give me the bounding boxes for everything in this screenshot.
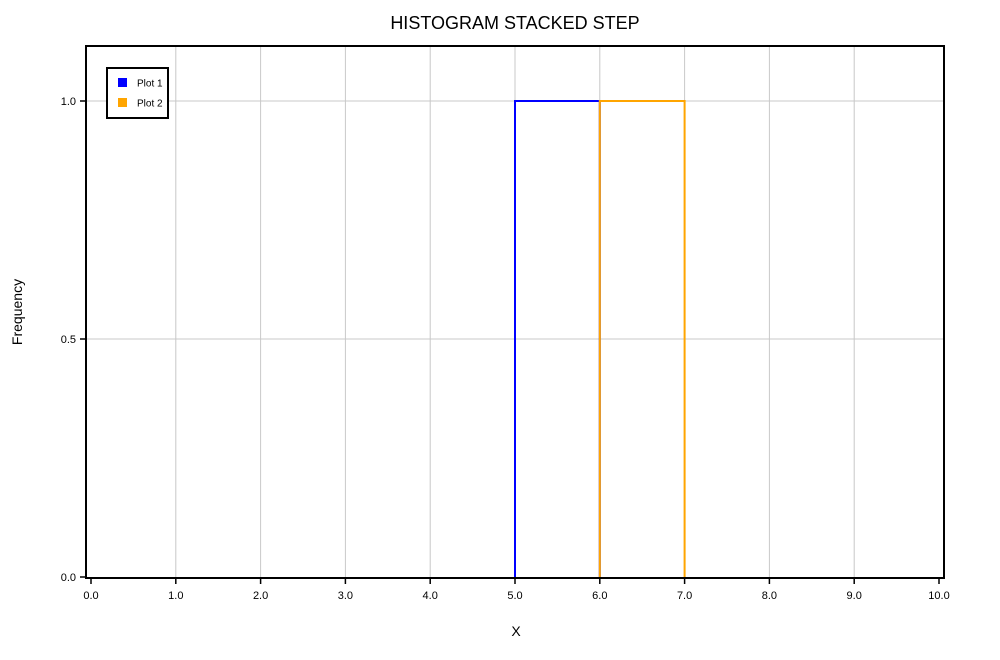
x-tick-label: 1.0 (168, 590, 183, 602)
x-axis-ticks: 0.0 1.0 2.0 3.0 4.0 5.0 6.0 7.0 8.0 9.0 10.0 (83, 578, 950, 602)
legend: Plot 1 Plot 2 (106, 67, 169, 119)
chart-title: HISTOGRAM STACKED STEP (390, 13, 639, 33)
histogram-step-series-2 (598, 100, 686, 577)
y-axis-ticks: 0.0 0.5 1.0 (61, 96, 86, 584)
x-tick-label: 9.0 (847, 590, 862, 602)
x-tick-label: 3.0 (338, 590, 353, 602)
legend-swatch-series-1 (118, 78, 127, 87)
x-tick-label: 0.0 (83, 590, 98, 602)
y-axis-title: Frequency (9, 279, 25, 345)
x-tick-label: 8.0 (762, 590, 777, 602)
x-tick-label: 2.0 (253, 590, 268, 602)
y-tick-label: 0.5 (61, 334, 76, 346)
x-tick-label: 10.0 (928, 590, 949, 602)
x-tick-label: 4.0 (423, 590, 438, 602)
legend-label-series-2: Plot 2 (137, 99, 163, 110)
y-tick-label: 1.0 (61, 96, 76, 108)
legend-box (106, 67, 169, 119)
legend-label-series-1: Plot 1 (137, 79, 163, 90)
y-tick-label: 0.0 (61, 572, 76, 584)
legend-swatch-series-2 (118, 98, 127, 107)
x-tick-label: 7.0 (677, 590, 692, 602)
x-axis-title: X (511, 623, 521, 639)
x-tick-label: 6.0 (592, 590, 607, 602)
x-tick-label: 5.0 (507, 590, 522, 602)
histogram-steps (514, 100, 686, 577)
